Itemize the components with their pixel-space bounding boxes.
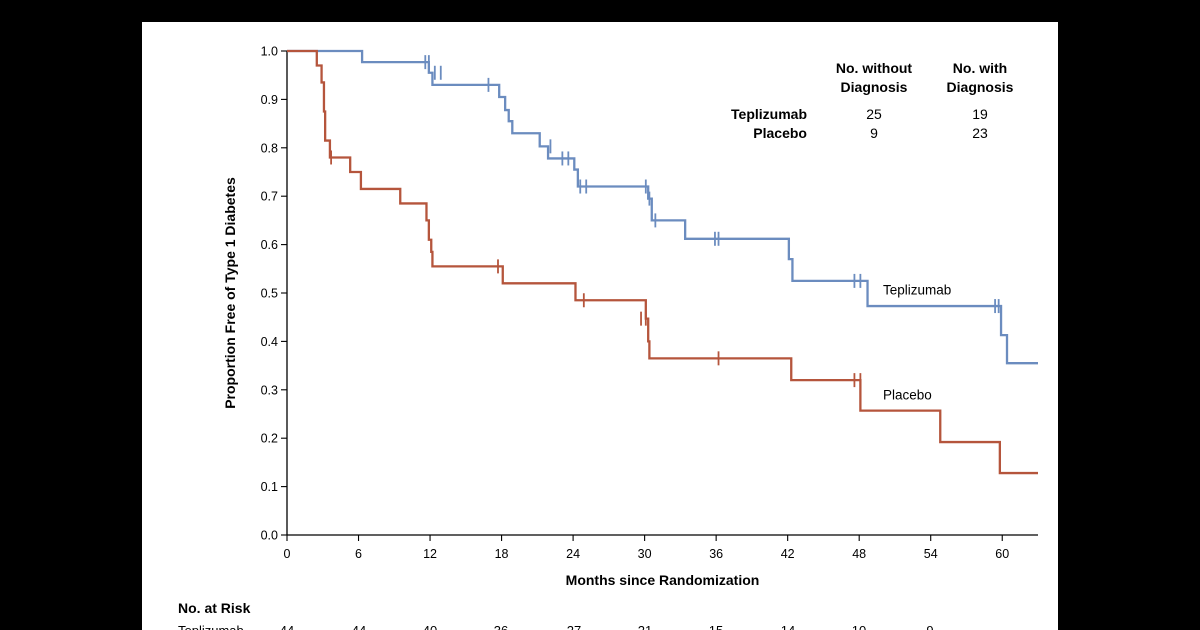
x-tick-label: 30 (638, 547, 652, 561)
y-tick-label: 0.1 (261, 480, 278, 494)
at-risk-value: 44 (280, 623, 294, 630)
table-value-with: 19 (972, 106, 988, 122)
series-teplizumab: Teplizumab (287, 49, 1038, 365)
table-row-label: Teplizumab (731, 106, 807, 122)
y-tick-label: 0.9 (261, 93, 278, 107)
x-tick-label: 60 (995, 547, 1009, 561)
figure-panel: 0.0 0.1 0.2 0.3 0.4 0.5 0.6 0.7 0.8 0.9 1.0 Proport… (142, 22, 1058, 630)
table-row-label: Placebo (753, 125, 807, 141)
y-tick-label: 0.3 (261, 383, 278, 397)
at-risk-title: No. at Risk (178, 600, 251, 616)
series-label-teplizumab: Teplizumab (883, 282, 951, 297)
y-tick-label: 0.0 (261, 529, 278, 543)
y-axis: 0.0 0.1 0.2 0.3 0.4 0.5 0.6 0.7 0.8 0.9 1.0 Proport… (222, 45, 288, 543)
at-risk-value: 27 (567, 623, 581, 630)
at-risk-table: No. at Risk Teplizumab 44 44 40 36 27 21 15 14 10 9 (178, 600, 934, 630)
table-header: Diagnosis (841, 79, 908, 95)
series-group: Teplizumab Placebo (287, 49, 1038, 475)
survival-curve-placebo (287, 49, 1038, 475)
at-risk-row-label: Teplizumab (178, 623, 244, 630)
summary-table: No. without Diagnosis No. with Diagnosis Tep… (731, 60, 1014, 141)
at-risk-value: 21 (638, 623, 652, 630)
y-tick-label: 0.2 (261, 432, 278, 446)
at-risk-value: 36 (494, 623, 508, 630)
x-tick-label: 0 (284, 547, 291, 561)
table-value-without: 9 (870, 125, 878, 141)
table-header: Diagnosis (947, 79, 1014, 95)
y-tick-label: 0.7 (261, 190, 278, 204)
at-risk-value: 14 (781, 623, 795, 630)
x-axis-title: Months since Randomization (566, 572, 760, 588)
x-tick-label: 24 (566, 547, 580, 561)
y-tick-label: 1.0 (261, 45, 278, 59)
table-value-without: 25 (866, 106, 882, 122)
y-tick-label: 0.6 (261, 238, 278, 252)
y-axis-title: Proportion Free of Type 1 Diabetes (222, 177, 238, 409)
table-header: No. with (953, 60, 1007, 76)
x-axis: 0 6 12 18 24 30 36 42 48 54 60 Months since Randomi… (284, 534, 1038, 588)
x-tick-label: 48 (852, 547, 866, 561)
at-risk-value: 10 (852, 623, 866, 630)
x-tick-label: 18 (495, 547, 509, 561)
series-placebo: Placebo (287, 49, 1038, 475)
y-tick-label: 0.4 (261, 335, 278, 349)
x-tick-label: 36 (709, 547, 723, 561)
at-risk-value: 9 (926, 623, 933, 630)
table-header: No. without (836, 60, 913, 76)
at-risk-value: 44 (352, 623, 366, 630)
at-risk-value: 40 (423, 623, 437, 630)
y-tick-label: 0.5 (261, 287, 278, 301)
survival-curve-teplizumab (287, 49, 1038, 365)
series-label-placebo: Placebo (883, 387, 932, 402)
at-risk-value: 15 (709, 623, 723, 630)
x-tick-label: 6 (355, 547, 362, 561)
kaplan-meier-chart: 0.0 0.1 0.2 0.3 0.4 0.5 0.6 0.7 0.8 0.9 1.0 Proport… (178, 45, 1038, 630)
x-tick-label: 54 (924, 547, 938, 561)
x-tick-label: 42 (781, 547, 795, 561)
x-tick-label: 12 (423, 547, 437, 561)
y-tick-label: 0.8 (261, 141, 278, 155)
table-value-with: 23 (972, 125, 988, 141)
